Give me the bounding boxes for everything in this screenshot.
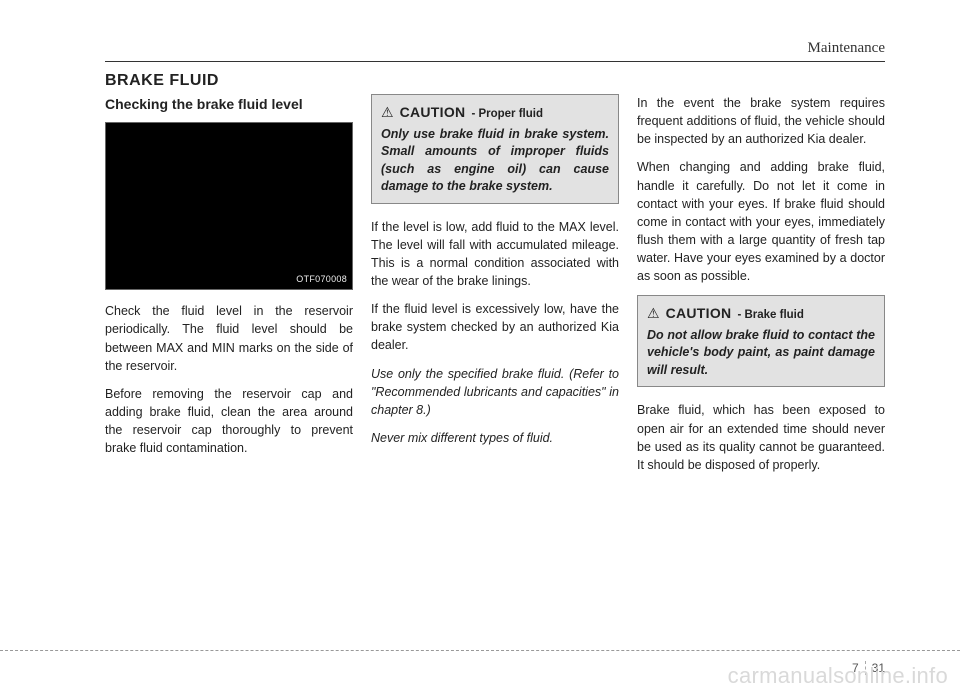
warning-icon: ⚠ xyxy=(647,306,660,320)
caution-body: Only use brake fluid in brake system. Sm… xyxy=(381,126,609,196)
paragraph: When changing and adding brake fluid, ha… xyxy=(637,158,885,285)
paragraph: If the fluid level is excessively low, h… xyxy=(371,300,619,354)
content-columns: Checking the brake fluid level OTF070008… xyxy=(105,94,885,484)
paragraph: Check the fluid level in the reservoir p… xyxy=(105,302,353,375)
figure-image: OTF070008 xyxy=(105,122,353,290)
caution-label: CAUTION xyxy=(400,102,466,122)
caution-body: Do not allow brake fluid to contact the … xyxy=(647,327,875,380)
column-3: In the event the brake system requires f… xyxy=(637,94,885,484)
column-1: Checking the brake fluid level OTF070008… xyxy=(105,94,353,484)
caution-label: CAUTION xyxy=(666,303,732,323)
image-code: OTF070008 xyxy=(296,273,347,286)
warning-icon: ⚠ xyxy=(381,105,394,119)
paragraph-italic: Use only the specified brake fluid. (Ref… xyxy=(371,365,619,419)
caution-subtitle: - Brake fluid xyxy=(737,307,803,324)
column-2: ⚠ CAUTION - Proper fluid Only use brake … xyxy=(371,94,619,484)
paragraph: Brake fluid, which has been exposed to o… xyxy=(637,401,885,474)
page-title: BRAKE FLUID xyxy=(105,72,885,90)
paragraph: If the level is low, add fluid to the MA… xyxy=(371,218,619,291)
caution-subtitle: - Proper fluid xyxy=(471,106,543,123)
caution-box: ⚠ CAUTION - Proper fluid Only use brake … xyxy=(371,94,619,204)
caution-header: ⚠ CAUTION - Brake fluid xyxy=(647,303,875,324)
caution-box: ⚠ CAUTION - Brake fluid Do not allow bra… xyxy=(637,295,885,387)
caution-header: ⚠ CAUTION - Proper fluid xyxy=(381,102,609,123)
header-rule xyxy=(105,61,885,62)
header-section-label: Maintenance xyxy=(105,40,885,61)
paragraph-italic: Never mix different types of fluid. xyxy=(371,429,619,447)
paragraph: Before removing the reservoir cap and ad… xyxy=(105,385,353,458)
paragraph: In the event the brake system requires f… xyxy=(637,94,885,148)
subtitle: Checking the brake fluid level xyxy=(105,94,353,114)
footer-rule xyxy=(0,650,960,651)
watermark: carmanualsonline.info xyxy=(728,663,948,689)
